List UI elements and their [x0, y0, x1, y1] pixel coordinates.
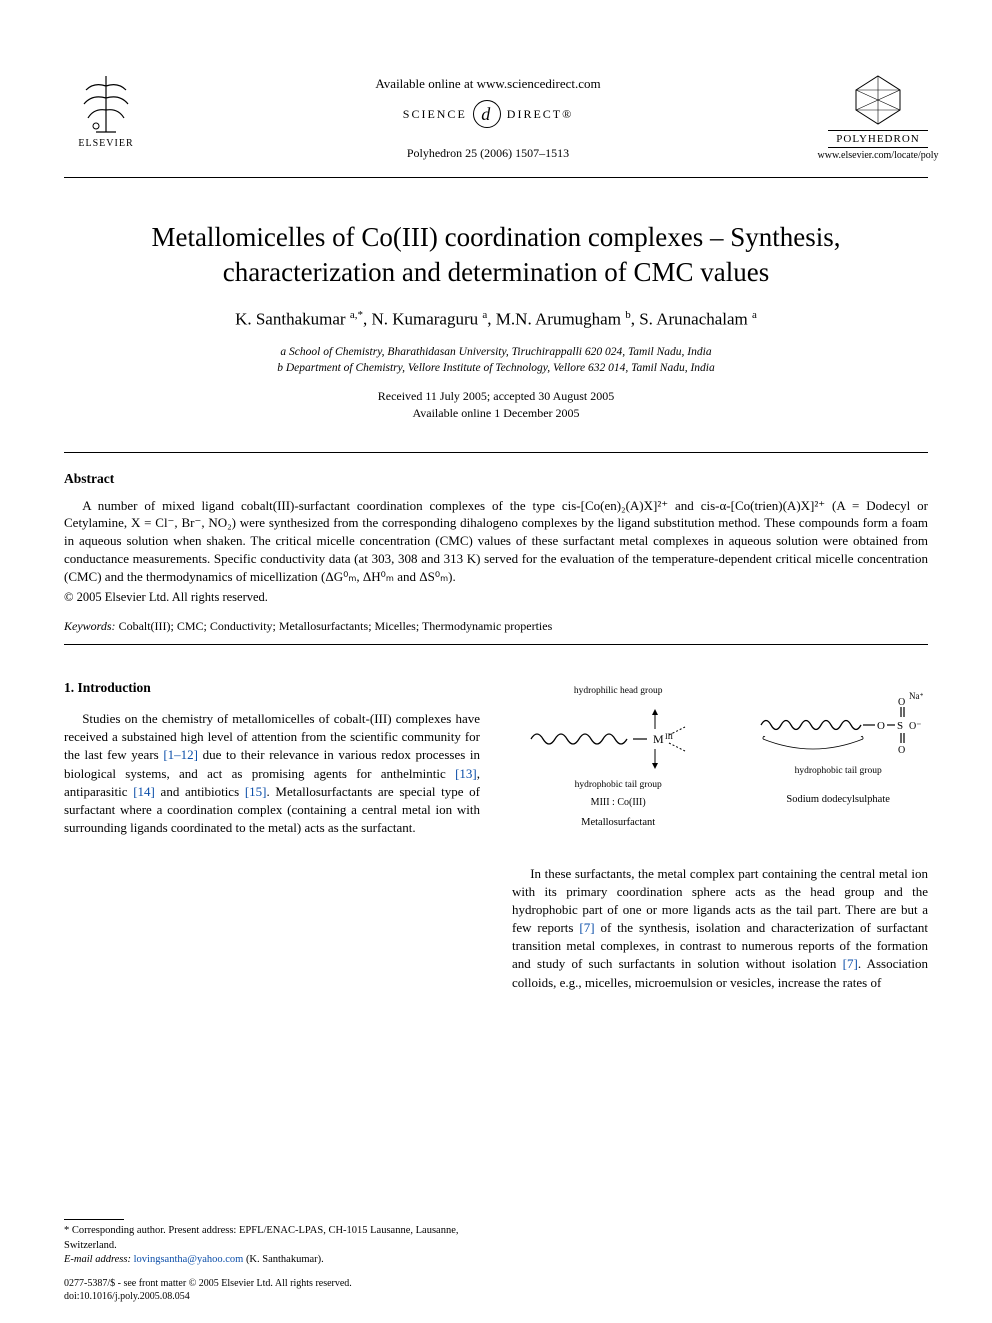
abstract-body: A number of mixed ligand cobalt(III)-sur… [64, 497, 928, 587]
email-label: E-mail address: [64, 1254, 134, 1265]
intro-t4: and antibiotics [155, 784, 245, 799]
metallosurfactant-diagram: hydrophilic head group M III hydrophobic [512, 685, 724, 830]
elsevier-tree-icon [74, 72, 138, 136]
doi-line: doi:10.1016/j.poly.2005.08.054 [64, 1290, 352, 1303]
journal-name: POLYHEDRON [828, 130, 928, 148]
svg-text:O: O [877, 720, 885, 732]
affiliation-b: b Department of Chemistry, Vellore Insti… [64, 360, 928, 376]
abstract-text: A number of mixed ligand cobalt(III)-sur… [64, 497, 928, 587]
caption-left: Metallosurfactant [581, 816, 655, 831]
ref-7b[interactable]: [7] [843, 956, 858, 971]
metal-text: M [653, 732, 664, 746]
keywords-label: Keywords: [64, 619, 116, 633]
authors-line: K. Santhakumar a,*, N. Kumaraguru a, M.N… [64, 309, 928, 330]
footnote-corr: * Corresponding author. Present address:… [64, 1224, 464, 1252]
keywords-line: Keywords: Cobalt(III); CMC; Conductivity… [64, 619, 928, 634]
svg-text:O: O [898, 697, 905, 708]
sd-left: SCIENCE [403, 107, 467, 122]
corresponding-author-footnote: * Corresponding author. Present address:… [64, 1219, 464, 1267]
received-date: Received 11 July 2005; accepted 30 Augus… [64, 388, 928, 405]
center-header: Available online at www.sciencedirect.co… [148, 72, 828, 165]
article-dates: Received 11 July 2005; accepted 30 Augus… [64, 388, 928, 422]
abstract-block: Abstract A number of mixed ligand cobalt… [64, 471, 928, 606]
journal-logo-block: POLYHEDRON www.elsevier.com/locate/poly [828, 72, 928, 161]
polyhedron-icon [850, 72, 906, 128]
schematic-figure: hydrophilic head group M III hydrophobic [512, 679, 928, 840]
intro-paragraph: Studies on the chemistry of metallomicel… [64, 710, 480, 837]
abstract-heading: Abstract [64, 471, 928, 487]
na-label: Na⁺ [909, 691, 923, 701]
ref-14[interactable]: [14] [133, 784, 155, 799]
online-date: Available online 1 December 2005 [64, 405, 928, 422]
elsevier-label: ELSEVIER [78, 138, 133, 149]
metallosurfactant-svg: M III [523, 699, 713, 779]
email-link[interactable]: lovingsantha@yahoo.com [134, 1254, 244, 1265]
section-1-heading: 1. Introduction [64, 679, 480, 698]
left-column: 1. Introduction Studies on the chemistry… [64, 679, 480, 992]
issn-doi-block: 0277-5387/$ - see front matter © 2005 El… [64, 1277, 352, 1303]
sd-right: DIRECT® [507, 107, 573, 122]
right-column: hydrophilic head group M III hydrophobic [512, 679, 928, 992]
citation: Polyhedron 25 (2006) 1507–1513 [148, 146, 828, 161]
available-online-text: Available online at www.sciencedirect.co… [148, 76, 828, 92]
issn-line: 0277-5387/$ - see front matter © 2005 El… [64, 1277, 352, 1290]
svg-text:O: O [898, 745, 905, 756]
journal-url: www.elsevier.com/locate/poly [818, 150, 939, 161]
email-post: (K. Santhakumar). [243, 1254, 323, 1265]
svg-text:O⁻: O⁻ [909, 721, 922, 732]
tail-group-label-right: hydrophobic tail group [795, 765, 882, 778]
caption-right: Sodium dodecylsulphate [786, 793, 890, 808]
abstract-top-rule [64, 452, 928, 453]
sds-svg: O S O O O⁻ Na⁺ [753, 685, 923, 765]
svg-text:S: S [897, 720, 903, 732]
elsevier-logo: ELSEVIER [64, 72, 148, 164]
ref-13[interactable]: [13] [455, 766, 477, 781]
head-group-label: hydrophilic head group [574, 685, 663, 698]
sds-diagram: O S O O O⁻ Na⁺ [748, 685, 928, 807]
article-title: Metallomicelles of Co(III) coordination … [92, 220, 900, 289]
svg-text:III: III [665, 732, 673, 741]
metal-sub-label: MIII : Co(III) [591, 796, 646, 810]
col2-paragraph: In these surfactants, the metal complex … [512, 865, 928, 992]
abstract-copyright: © 2005 Elsevier Ltd. All rights reserved… [64, 590, 928, 605]
abstract-bottom-rule [64, 644, 928, 645]
affiliations: a School of Chemistry, Bharathidasan Uni… [64, 344, 928, 376]
ref-15[interactable]: [15] [245, 784, 267, 799]
journal-header: ELSEVIER Available online at www.science… [64, 72, 928, 165]
science-direct-logo: SCIENCE d DIRECT® [403, 100, 573, 128]
affiliation-a: a School of Chemistry, Bharathidasan Uni… [64, 344, 928, 360]
ref-1-12[interactable]: [1–12] [163, 747, 198, 762]
keywords-text: Cobalt(III); CMC; Conductivity; Metallos… [116, 619, 553, 633]
header-rule [64, 177, 928, 178]
body-columns: 1. Introduction Studies on the chemistry… [64, 679, 928, 992]
tail-group-label: hydrophobic tail group [575, 779, 662, 792]
footnote-email-line: E-mail address: lovingsantha@yahoo.com (… [64, 1253, 464, 1267]
sd-d-icon: d [473, 100, 501, 128]
ref-7a[interactable]: [7] [579, 920, 594, 935]
